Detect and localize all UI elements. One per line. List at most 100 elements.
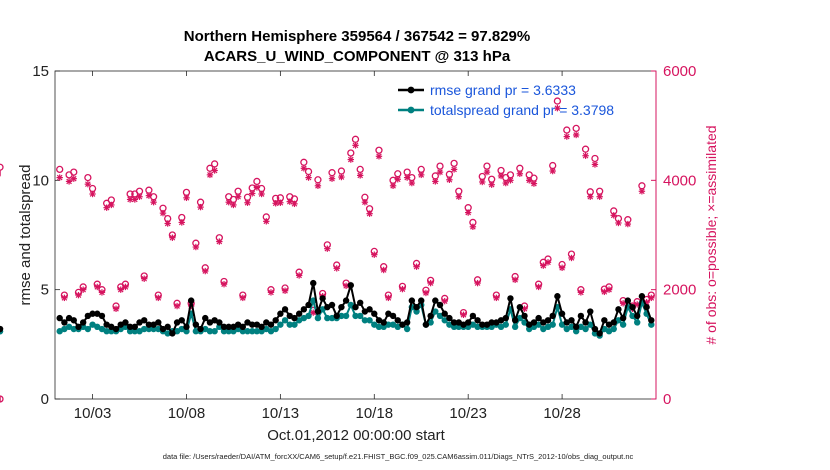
rmse-point: [310, 279, 317, 287]
rmse-point: [258, 323, 265, 331]
obs-assimilated-marker: [164, 220, 171, 227]
obs-assimilated-marker: [455, 193, 462, 200]
obs-assimilated-marker: [380, 266, 387, 274]
obs-assimilated-marker: [192, 243, 200, 251]
obs-assimilated-marker: [450, 166, 458, 173]
y2-tick-label: 6000: [663, 63, 696, 80]
obs-assimilated-marker: [624, 220, 632, 228]
rmse-point: [61, 319, 68, 326]
obs-assimilated-marker: [291, 200, 298, 208]
rmse-point: [624, 297, 632, 304]
rmse-point: [277, 310, 284, 317]
rmse-point: [502, 314, 509, 322]
rmse-point: [511, 317, 519, 324]
obs-assimilated-marker: [427, 279, 434, 287]
obs-assimilated-marker: [366, 210, 373, 217]
x-tick-label: 10/03: [74, 405, 112, 422]
obs-assimilated-marker: [79, 286, 87, 293]
obs-assimilated-marker: [159, 209, 167, 217]
totalspread-point: [403, 325, 411, 333]
obs-assimilated-marker: [61, 294, 68, 302]
obs-assimilated-marker: [507, 177, 514, 184]
obs-assimilated-marker: [295, 272, 303, 279]
rmse-point: [141, 317, 148, 324]
obs-assimilated-marker: [136, 193, 143, 200]
totalspread-point: [634, 319, 641, 326]
totalspread-point: [281, 317, 289, 324]
obs-assimilated-marker: [56, 174, 63, 181]
rmse-point: [380, 319, 387, 326]
obs-possible-marker: [0, 395, 4, 403]
totalspread-point: [183, 328, 190, 335]
rmse-point: [568, 317, 575, 324]
rmse-point: [79, 319, 87, 326]
totalspread-point: [239, 328, 247, 335]
obs-assimilated-marker: [103, 204, 110, 211]
rmse-point: [554, 293, 561, 300]
rmse-point: [558, 310, 566, 317]
obs-assimilated-marker: [333, 265, 340, 272]
obs-assimilated-marker: [145, 192, 153, 199]
obs-assimilated-marker: [516, 170, 524, 177]
rmse-point: [216, 319, 223, 326]
rmse-point: [450, 319, 458, 326]
rmse-point: [591, 325, 599, 333]
obs-assimilated-marker: [84, 180, 92, 188]
obs-assimilated-marker: [324, 245, 331, 252]
totalspread-point: [126, 328, 134, 335]
obs-assimilated-marker: [582, 152, 589, 159]
totalspread-point: [244, 328, 251, 335]
obs-assimilated-marker: [483, 168, 491, 176]
obs-assimilated-marker: [554, 104, 561, 112]
obs-assimilated-marker: [587, 193, 594, 200]
totalspread-point: [84, 325, 92, 333]
rmse-point: [131, 323, 139, 331]
obs-assimilated-marker: [371, 251, 378, 258]
obs-assimilated-marker: [408, 179, 416, 187]
x-tick-label: 10/18: [356, 405, 394, 422]
obs-assimilated-marker: [361, 199, 369, 206]
obs-assimilated-marker: [108, 201, 115, 209]
rmse-point: [577, 312, 585, 320]
y-tick-label: 0: [41, 391, 49, 408]
rmse-point: [601, 317, 608, 324]
obs-possible-marker: [210, 160, 219, 168]
chart-title-line1: Northern Hemisphere 359564 / 367542 = 97…: [184, 28, 530, 45]
obs-assimilated-marker: [418, 171, 425, 179]
rmse-point: [220, 323, 228, 331]
obs-assimilated-marker: [244, 199, 251, 206]
rmse-point: [164, 323, 171, 331]
rmse-point: [549, 312, 556, 320]
y-tick-label: 15: [32, 63, 49, 80]
obs-assimilated-marker: [183, 194, 190, 202]
totalspread-point: [582, 325, 589, 333]
totalspread-point: [450, 323, 458, 331]
obs-assimilated-marker: [540, 262, 547, 269]
rmse-point: [479, 321, 486, 328]
totalspread-point: [502, 321, 509, 328]
rmse-point: [183, 323, 190, 331]
obs-assimilated-marker: [281, 287, 289, 294]
rmse-point: [619, 314, 627, 322]
obs-assimilated-marker: [141, 275, 148, 282]
totalspread-point: [361, 317, 369, 324]
totalspread-point: [220, 328, 228, 335]
rmse-point: [169, 330, 176, 337]
obs-assimilated-marker: [605, 286, 613, 293]
rmse-point: [464, 319, 472, 326]
obs-assimilated-marker: [216, 238, 223, 245]
rmse-point: [126, 323, 134, 331]
legend: rmse grand pr = 3.6333 totalspread grand…: [398, 82, 614, 118]
legend-totalspread-marker: [407, 106, 415, 114]
totalspread-point: [211, 328, 218, 335]
rmse-point: [239, 323, 247, 331]
rmse-point: [342, 297, 350, 304]
rmse-point: [75, 323, 82, 331]
rmse-point: [155, 319, 162, 326]
obs-assimilated-marker: [591, 161, 599, 168]
x-axis: 10/03 10/08 10/13 10/18 10/23 10/28: [74, 71, 581, 422]
rmse-point: [267, 321, 275, 328]
rmse-point: [394, 317, 401, 324]
obs-assimilated-markers: [0, 104, 655, 403]
